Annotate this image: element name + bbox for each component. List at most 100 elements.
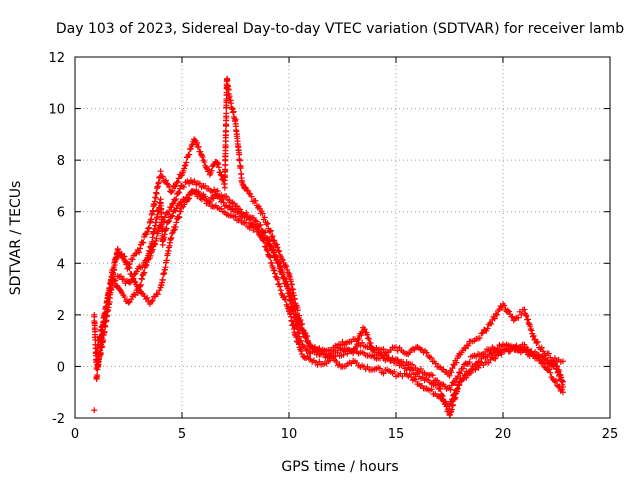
data-point-track-c xyxy=(205,166,212,173)
data-point-track-d xyxy=(535,353,542,360)
data-point-track-c xyxy=(538,344,545,351)
data-point-track-c xyxy=(153,190,160,197)
y-tick-label: 12 xyxy=(48,51,65,66)
data-point-track-c xyxy=(152,194,159,201)
data-point-track-b xyxy=(456,369,463,376)
data-point-track-c xyxy=(448,369,455,376)
data-point-track-c xyxy=(173,179,180,186)
data-point-track-c xyxy=(465,342,472,349)
data-point-track-a xyxy=(412,376,419,383)
data-point-track-b xyxy=(169,230,176,237)
data-point-track-d xyxy=(237,206,244,213)
data-point-track-c xyxy=(267,227,274,234)
data-point-track-c xyxy=(164,180,171,187)
data-point-track-d xyxy=(223,193,230,200)
data-point-track-c xyxy=(215,161,222,168)
data-point-track-d xyxy=(285,290,292,297)
data-point-track-b xyxy=(206,199,213,206)
data-point-track-d xyxy=(117,273,124,280)
data-point-track-c xyxy=(515,314,522,321)
data-point-track-c xyxy=(261,214,268,221)
data-point-track-d xyxy=(165,211,172,218)
data-point-track-c xyxy=(484,325,491,332)
data-point-track-d xyxy=(256,222,263,229)
data-point-track-b xyxy=(539,354,546,361)
data-point-track-d xyxy=(438,392,445,399)
data-point-track-d xyxy=(154,230,161,237)
data-point-track-c xyxy=(494,311,501,318)
data-point-track-c xyxy=(237,165,244,172)
data-point-track-c xyxy=(530,332,537,339)
data-point-track-b xyxy=(201,196,208,203)
data-point-track-b xyxy=(184,196,191,203)
grid-lines xyxy=(75,57,610,418)
data-point-track-c xyxy=(248,193,255,200)
chart-title: Day 103 of 2023, Sidereal Day-to-day VTE… xyxy=(56,21,624,37)
data-point-track-b xyxy=(461,361,468,368)
data-point-track-c xyxy=(105,294,112,301)
data-point-track-d xyxy=(155,227,162,234)
data-point-track-b xyxy=(243,219,250,226)
data-point-track-c xyxy=(534,338,541,345)
data-point-track-c xyxy=(276,248,283,255)
data-point-track-d xyxy=(394,357,401,364)
data-point-track-d xyxy=(139,264,146,271)
data-point-track-a xyxy=(380,370,387,377)
data-point-track-d xyxy=(152,240,159,247)
data-point-track-d xyxy=(168,204,175,211)
data-point-track-b xyxy=(144,294,151,301)
data-point-track-d xyxy=(361,326,368,333)
data-point-track-d xyxy=(354,336,361,343)
data-point-track-a xyxy=(271,270,278,277)
data-point-track-c xyxy=(97,333,104,340)
data-point-track-c xyxy=(162,177,169,184)
data-point-track-c xyxy=(521,306,528,313)
data-point-track-d xyxy=(133,268,140,275)
data-point-track-a xyxy=(333,358,340,365)
data-point-track-a xyxy=(276,283,283,290)
data-point-track-c xyxy=(279,257,286,264)
data-point-track-a xyxy=(391,368,398,375)
data-point-track-a xyxy=(166,218,173,225)
data-point-track-c xyxy=(230,108,237,115)
x-axis-label: GPS time / hours xyxy=(281,459,398,475)
data-point-track-d xyxy=(214,187,221,194)
data-point-track-c xyxy=(551,355,558,362)
data-point-track-d xyxy=(553,377,560,384)
data-point-track-d xyxy=(283,280,290,287)
axis-ticks: 0 5 10 15 20 25 -2 0 2 4 6 8 10 12 xyxy=(48,51,618,442)
data-point-track-d xyxy=(161,214,168,221)
data-point-track-c xyxy=(486,320,493,327)
data-point-track-c xyxy=(423,349,430,356)
data-point-track-b xyxy=(555,368,562,375)
data-point-track-d xyxy=(461,371,468,378)
data-point-track-c xyxy=(259,210,266,217)
data-point-track-c xyxy=(492,310,499,317)
data-point-track-b xyxy=(173,219,180,226)
x-tick-label: 10 xyxy=(281,427,298,442)
data-point-track-c xyxy=(462,345,469,352)
data-point-track-c xyxy=(488,320,495,327)
data-point-track-d xyxy=(365,335,372,342)
data-point-track-c xyxy=(524,316,531,323)
data-point-track-d xyxy=(243,209,250,216)
data-point-track-d xyxy=(271,249,278,256)
data-point-track-c xyxy=(157,168,164,175)
data-point-track-c xyxy=(269,233,276,240)
data-point-track-a xyxy=(165,219,172,226)
data-point-track-a xyxy=(128,296,135,303)
data-point-track-c xyxy=(223,110,230,117)
data-point-track-d xyxy=(196,180,203,187)
data-point-track-d xyxy=(450,401,457,408)
data-point-track-c xyxy=(159,173,166,180)
x-tick-label: 0 xyxy=(71,427,79,442)
data-point-track-c xyxy=(264,220,271,227)
data-point-track-d xyxy=(175,190,182,197)
data-point-track-c xyxy=(268,233,275,240)
data-point-track-b xyxy=(177,208,184,215)
data-point-track-c xyxy=(214,159,221,166)
data-point-track-c xyxy=(118,250,125,257)
data-point-track-b xyxy=(429,372,436,379)
data-point-track-c xyxy=(172,183,179,190)
